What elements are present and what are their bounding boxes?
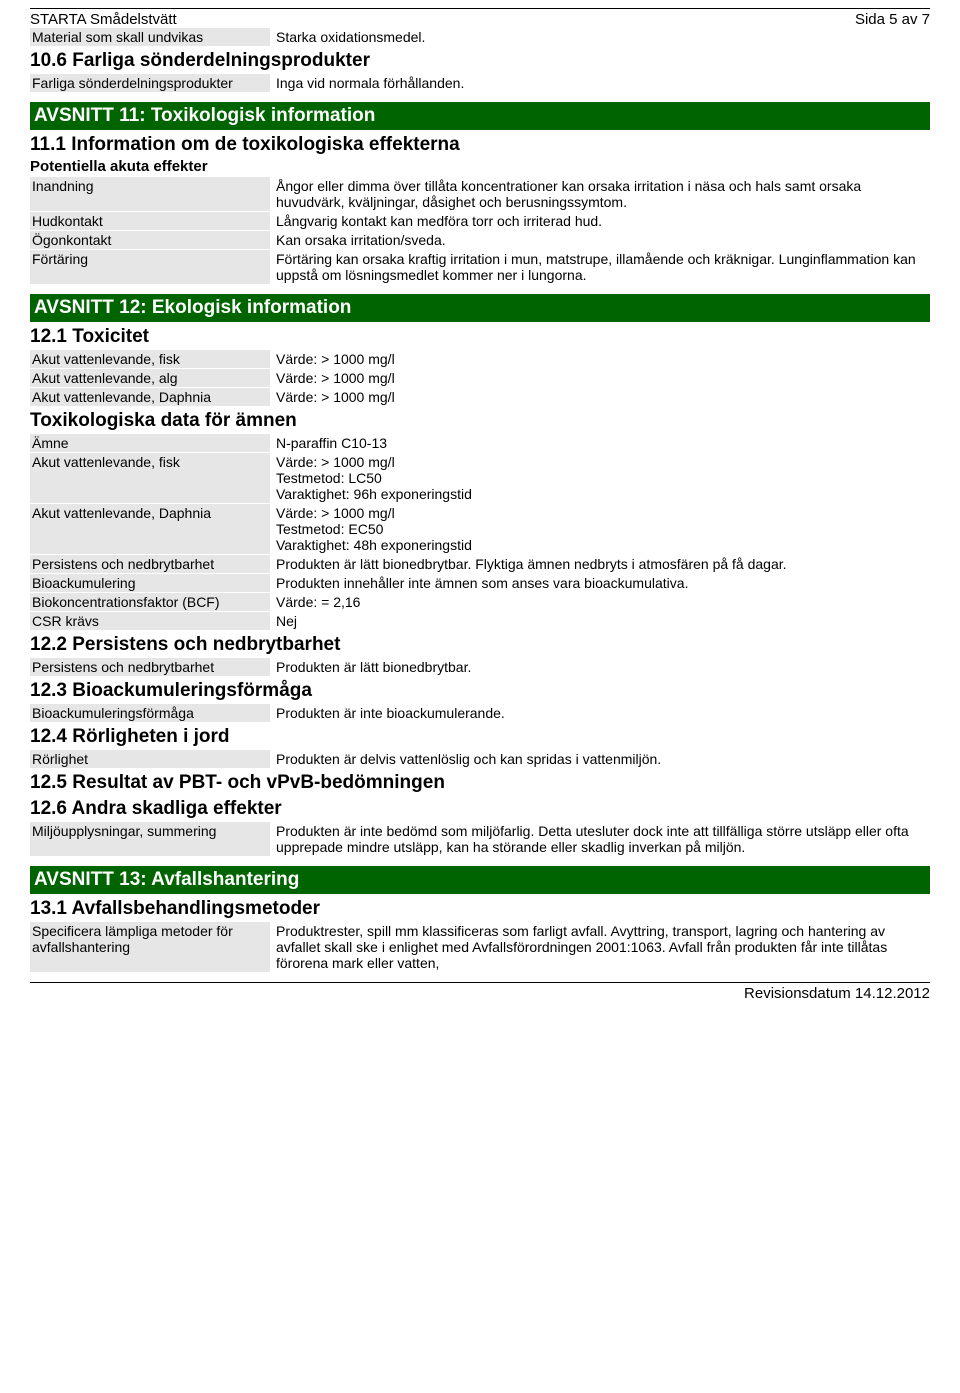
field-row: Ämne N-paraffin C10-13 xyxy=(30,434,930,452)
heading-12-2: 12.2 Persistens och nedbrytbarhet xyxy=(30,634,930,656)
field-row: Ögonkontakt Kan orsaka irritation/sveda. xyxy=(30,231,930,249)
field-value: Värde: > 1000 mg/l Testmetod: EC50 Varak… xyxy=(270,504,930,554)
heading-tox-data: Toxikologiska data för ämnen xyxy=(30,410,930,432)
field-value: Produkten är lätt bionedbrytbar. xyxy=(270,658,930,676)
field-label: Hudkontakt xyxy=(30,212,270,230)
heading-11-1: 11.1 Information om de toxikologiska eff… xyxy=(30,134,930,156)
field-value: Långvarig kontakt kan medföra torr och i… xyxy=(270,212,930,230)
heading-12-3: 12.3 Bioackumuleringsförmåga xyxy=(30,680,930,702)
field-row: Persistens och nedbrytbarhet Produkten ä… xyxy=(30,658,930,676)
field-label: Farliga sönderdelningsprodukter xyxy=(30,74,270,92)
field-label: Persistens och nedbrytbarhet xyxy=(30,658,270,676)
field-label: Rörlighet xyxy=(30,750,270,768)
field-value-line: Varaktighet: 96h exponeringstid xyxy=(276,486,930,502)
field-value: Produkten är delvis vattenlöslig och kan… xyxy=(270,750,930,768)
field-label: Ögonkontakt xyxy=(30,231,270,249)
field-row: Akut vattenlevande, Daphnia Värde: > 100… xyxy=(30,388,930,406)
field-value: Värde: > 1000 mg/l Testmetod: LC50 Varak… xyxy=(270,453,930,503)
field-value-line: Varaktighet: 48h exponeringstid xyxy=(276,537,930,553)
field-value: Förtäring kan orsaka kraftig irritation … xyxy=(270,250,930,284)
field-row: Akut vattenlevande, alg Värde: > 1000 mg… xyxy=(30,369,930,387)
field-label: Akut vattenlevande, fisk xyxy=(30,453,270,503)
section-11-bar: AVSNITT 11: Toxikologisk information xyxy=(30,102,930,130)
field-value: Kan orsaka irritation/sveda. xyxy=(270,231,930,249)
section-13-bar: AVSNITT 13: Avfallshantering xyxy=(30,866,930,894)
field-row: Persistens och nedbrytbarhet Produkten ä… xyxy=(30,555,930,573)
heading-12-6: 12.6 Andra skadliga effekter xyxy=(30,798,930,820)
field-label: Miljöupplysningar, summering xyxy=(30,822,270,856)
field-value-line: Testmetod: EC50 xyxy=(276,521,930,537)
field-value: N-paraffin C10-13 xyxy=(270,434,930,452)
field-row: Akut vattenlevande, fisk Värde: > 1000 m… xyxy=(30,350,930,368)
field-value: Produktrester, spill mm klassificeras so… xyxy=(270,922,930,972)
field-value: Värde: > 1000 mg/l xyxy=(270,369,930,387)
field-row: Specificera lämpliga metoder för avfalls… xyxy=(30,922,930,972)
field-label: Persistens och nedbrytbarhet xyxy=(30,555,270,573)
field-row: Inandning Ångor eller dimma över tillåta… xyxy=(30,177,930,211)
field-value: Värde: > 1000 mg/l xyxy=(270,350,930,368)
field-row: Rörlighet Produkten är delvis vattenlösl… xyxy=(30,750,930,768)
field-value-line: Värde: > 1000 mg/l xyxy=(276,454,930,470)
field-label: Biokoncentrationsfaktor (BCF) xyxy=(30,593,270,611)
field-value: Värde: = 2,16 xyxy=(270,593,930,611)
field-value: Nej xyxy=(270,612,930,630)
field-value: Starka oxidationsmedel. xyxy=(270,28,930,46)
field-label: Bioackumuleringsförmåga xyxy=(30,704,270,722)
field-row: Bioackumuleringsförmåga Produkten är int… xyxy=(30,704,930,722)
field-row: Bioackumulering Produkten innehåller int… xyxy=(30,574,930,592)
field-row: Akut vattenlevande, fisk Värde: > 1000 m… xyxy=(30,453,930,503)
field-row: CSR krävs Nej xyxy=(30,612,930,630)
page-header: STARTA Smådelstvätt Sida 5 av 7 xyxy=(30,11,930,28)
subheading-potential-acute: Potentiella akuta effekter xyxy=(30,158,930,175)
field-value: Inga vid normala förhållanden. xyxy=(270,74,930,92)
field-label: Specificera lämpliga metoder för avfalls… xyxy=(30,922,270,972)
revision-date: Revisionsdatum 14.12.2012 xyxy=(30,983,930,1002)
field-value: Produkten innehåller inte ämnen som anse… xyxy=(270,574,930,592)
field-row: Biokoncentrationsfaktor (BCF) Värde: = 2… xyxy=(30,593,930,611)
field-row: Farliga sönderdelningsprodukter Inga vid… xyxy=(30,74,930,92)
field-value-line: Värde: > 1000 mg/l xyxy=(276,505,930,521)
field-row: Miljöupplysningar, summering Produkten ä… xyxy=(30,822,930,856)
field-value: Produkten är inte bedömd som miljöfarlig… xyxy=(270,822,930,856)
field-label: Inandning xyxy=(30,177,270,211)
field-label: Akut vattenlevande, Daphnia xyxy=(30,504,270,554)
doc-title: STARTA Smådelstvätt xyxy=(30,11,177,28)
heading-12-4: 12.4 Rörligheten i jord xyxy=(30,726,930,748)
field-row: Material som skall undvikas Starka oxida… xyxy=(30,28,930,46)
field-label: Ämne xyxy=(30,434,270,452)
field-value: Produkten är inte bioackumulerande. xyxy=(270,704,930,722)
heading-12-5: 12.5 Resultat av PBT- och vPvB-bedömning… xyxy=(30,772,930,794)
field-value-line: Testmetod: LC50 xyxy=(276,470,930,486)
field-value: Ångor eller dimma över tillåta koncentra… xyxy=(270,177,930,211)
heading-10-6: 10.6 Farliga sönderdelningsprodukter xyxy=(30,50,930,72)
header-rule xyxy=(30,8,930,9)
heading-13-1: 13.1 Avfallsbehandlingsmetoder xyxy=(30,898,930,920)
field-value: Produkten är lätt bionedbrytbar. Flyktig… xyxy=(270,555,930,573)
field-value: Värde: > 1000 mg/l xyxy=(270,388,930,406)
heading-12-1: 12.1 Toxicitet xyxy=(30,326,930,348)
field-label: Bioackumulering xyxy=(30,574,270,592)
field-row: Akut vattenlevande, Daphnia Värde: > 100… xyxy=(30,504,930,554)
field-label: Material som skall undvikas xyxy=(30,28,270,46)
field-label: Förtäring xyxy=(30,250,270,284)
field-label: CSR krävs xyxy=(30,612,270,630)
section-12-bar: AVSNITT 12: Ekologisk information xyxy=(30,294,930,322)
field-row: Förtäring Förtäring kan orsaka kraftig i… xyxy=(30,250,930,284)
field-label: Akut vattenlevande, alg xyxy=(30,369,270,387)
field-label: Akut vattenlevande, Daphnia xyxy=(30,388,270,406)
page-number: Sida 5 av 7 xyxy=(855,11,930,28)
field-label: Akut vattenlevande, fisk xyxy=(30,350,270,368)
field-row: Hudkontakt Långvarig kontakt kan medföra… xyxy=(30,212,930,230)
